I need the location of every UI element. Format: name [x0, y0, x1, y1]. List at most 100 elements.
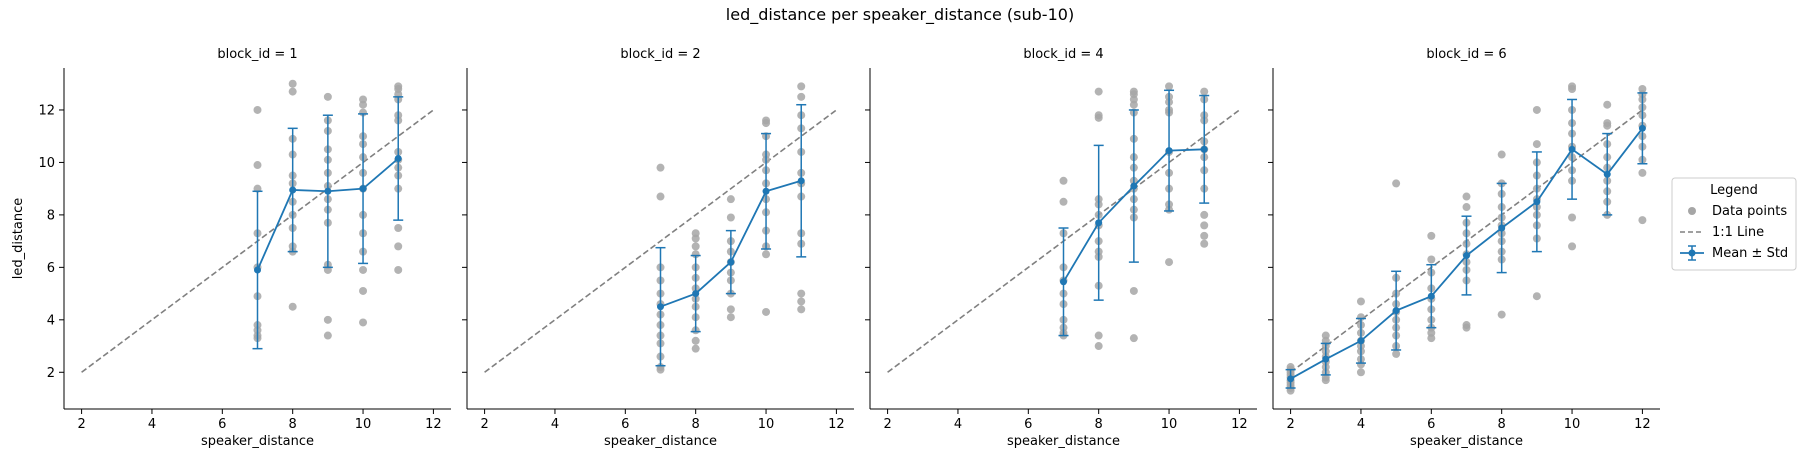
- x-tick-label: 4: [148, 417, 156, 432]
- data-point: [253, 105, 262, 114]
- data-point: [1200, 231, 1209, 240]
- mean-marker: [1287, 375, 1295, 383]
- data-point: [1200, 221, 1209, 230]
- data-point: [797, 305, 806, 314]
- x-tick-label: 12: [425, 417, 442, 432]
- mean-marker: [1200, 145, 1208, 153]
- data-point: [1094, 113, 1103, 122]
- mean-marker: [1095, 219, 1103, 227]
- mean-marker: [1165, 147, 1173, 155]
- data-point: [1165, 258, 1174, 267]
- data-point: [1094, 342, 1103, 351]
- mean-marker: [727, 258, 735, 266]
- x-tick-label: 8: [692, 417, 700, 432]
- data-point: [726, 313, 735, 322]
- data-point: [323, 315, 332, 324]
- data-point: [1638, 168, 1647, 177]
- x-tick-label: 10: [355, 417, 372, 432]
- panel-title: block_id = 1: [217, 47, 297, 62]
- legend-title: Legend: [1710, 183, 1758, 198]
- mean-marker: [657, 303, 664, 311]
- data-point: [1568, 213, 1577, 222]
- x-tick-label: 8: [289, 417, 297, 432]
- panel-title: block_id = 6: [1426, 47, 1506, 62]
- x-tick-label: 10: [1161, 417, 1178, 432]
- x-axis-label: speaker_distance: [1410, 434, 1523, 449]
- data-point: [656, 163, 665, 172]
- legend-swatch-errorbar: [1680, 245, 1704, 261]
- data-point: [1497, 310, 1506, 319]
- legend-label: Mean ± Std: [1712, 246, 1788, 261]
- data-point: [656, 365, 665, 374]
- x-axis-label: speaker_distance: [604, 434, 717, 449]
- x-tick-label: 2: [1286, 417, 1294, 432]
- data-point: [1532, 105, 1541, 114]
- y-tick-label: 8: [47, 208, 55, 223]
- data-point: [1356, 297, 1365, 306]
- x-tick-label: 12: [828, 417, 845, 432]
- data-point: [762, 307, 771, 316]
- data-point: [1129, 334, 1138, 343]
- data-point: [288, 79, 297, 88]
- y-tick-label: 6: [47, 261, 55, 276]
- y-tick-label: 12: [38, 103, 55, 118]
- x-tick-label: 2: [77, 417, 85, 432]
- data-point: [1532, 292, 1541, 301]
- figure-title: led_distance per speaker_distance (sub-1…: [726, 5, 1074, 25]
- mean-marker: [762, 187, 770, 195]
- chart-panel-3: block_id = 4 2 4 6 8 10 12 speaker_distance: [865, 47, 1257, 449]
- data-point: [359, 318, 368, 327]
- data-point: [1568, 242, 1577, 251]
- data-point: [394, 265, 403, 274]
- mean-marker: [1568, 145, 1576, 153]
- x-tick-label: 4: [1357, 417, 1365, 432]
- x-tick-label: 6: [1024, 417, 1032, 432]
- chart-panels: block_id = 1 2 4 6 8 10 12 2 4 6 8 10 12 speaker_dist…: [11, 47, 1660, 449]
- data-point: [1638, 216, 1647, 225]
- data-point: [359, 265, 368, 274]
- legend-marker-points: [1688, 207, 1696, 215]
- legend-box: [1671, 177, 1797, 271]
- data-point: [726, 305, 735, 314]
- x-tick-label: 8: [1095, 417, 1103, 432]
- mean-marker: [289, 186, 297, 194]
- mean-marker: [692, 290, 700, 298]
- data-point: [1200, 239, 1209, 248]
- x-tick-label: 2: [883, 417, 891, 432]
- data-point: [656, 192, 665, 201]
- mean-marker: [1322, 355, 1330, 363]
- panel-title: block_id = 4: [1023, 47, 1103, 62]
- data-point: [288, 87, 297, 96]
- mean-marker: [359, 185, 367, 193]
- data-point: [1165, 82, 1174, 91]
- data-point: [394, 242, 403, 251]
- identity-line: [484, 109, 837, 373]
- x-tick-label: 4: [954, 417, 962, 432]
- data-point: [1392, 179, 1401, 188]
- data-point: [288, 302, 297, 311]
- data-point: [797, 289, 806, 298]
- data-point: [1129, 286, 1138, 295]
- data-point: [1532, 140, 1541, 149]
- data-point: [1356, 368, 1365, 377]
- data-point: [797, 297, 806, 306]
- data-point: [726, 213, 735, 222]
- panel-title: block_id = 2: [620, 47, 700, 62]
- x-tick-label: 2: [480, 417, 488, 432]
- data-point: [394, 224, 403, 233]
- legend-marker-mean: [1688, 249, 1696, 257]
- data-point: [1427, 231, 1436, 240]
- chart-panel-1: block_id = 1 2 4 6 8 10 12 2 4 6 8 10 12 speaker_dist…: [11, 47, 451, 449]
- data-point: [1427, 334, 1436, 343]
- data-point: [323, 92, 332, 101]
- data-point: [1129, 100, 1138, 109]
- data-point: [1497, 150, 1506, 159]
- y-tick-label: 4: [47, 313, 55, 328]
- data-point: [691, 344, 700, 353]
- mean-marker: [1392, 307, 1400, 315]
- data-point: [691, 336, 700, 345]
- data-point: [1603, 121, 1612, 130]
- data-point: [1427, 255, 1436, 264]
- y-tick-label: 2: [47, 366, 55, 381]
